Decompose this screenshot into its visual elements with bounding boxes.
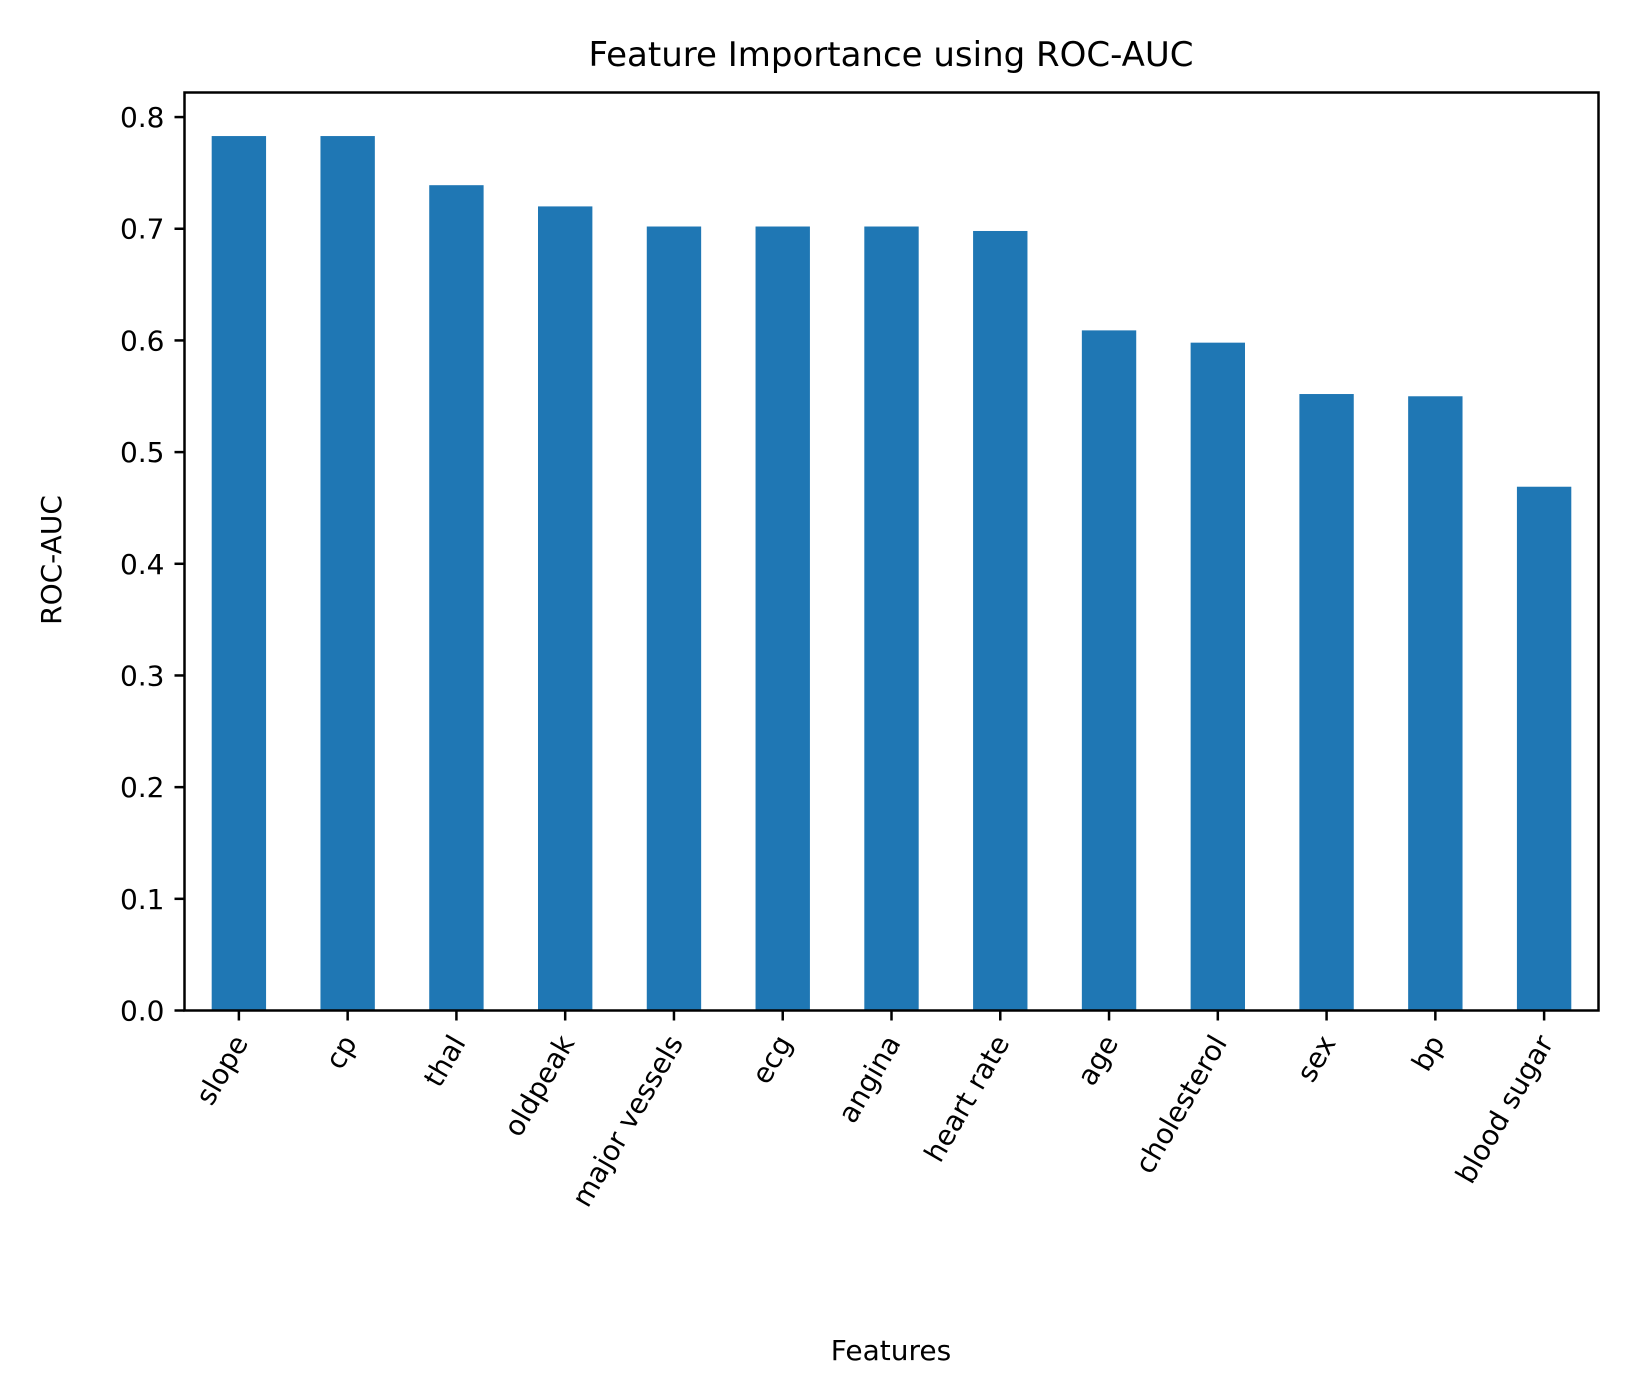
y-tick-label: 0.6 <box>120 324 165 357</box>
bar-bp <box>1408 396 1463 1011</box>
bars-group <box>211 136 1572 1011</box>
bar-thal <box>429 185 484 1011</box>
chart-title: Feature Importance using ROC-AUC <box>588 35 1193 75</box>
y-tick-label: 0.4 <box>120 548 165 581</box>
y-tick-label: 0.8 <box>120 101 165 134</box>
bar-slope <box>211 136 267 1011</box>
bar-cp <box>320 136 375 1011</box>
bar-cholesterol <box>1190 342 1245 1011</box>
y-tick-label: 0.1 <box>120 883 165 916</box>
bar-major-vessels <box>646 226 702 1011</box>
y-tick-label: 0.0 <box>120 995 165 1028</box>
y-tick-label: 0.2 <box>120 771 165 804</box>
bar-angina <box>864 226 919 1011</box>
bar-ecg <box>755 226 810 1011</box>
plot-frame <box>183 91 1600 1012</box>
y-tick-label: 0.5 <box>120 436 165 469</box>
y-tick-label: 0.7 <box>120 213 165 246</box>
bar-blood-sugar <box>1516 486 1572 1011</box>
bar-sex <box>1299 394 1354 1011</box>
x-axis-label: Features <box>831 1334 951 1367</box>
y-axis-label: ROC-AUC <box>35 495 68 625</box>
y-axis-ticks: 0.0 0.1 0.2 0.3 0.4 0.5 0.6 0.7 0.8 <box>120 101 185 1028</box>
bar-oldpeak <box>538 206 593 1011</box>
bar-heart-rate <box>973 230 1028 1011</box>
bar-age <box>1081 330 1137 1011</box>
y-tick-label: 0.3 <box>120 659 165 692</box>
